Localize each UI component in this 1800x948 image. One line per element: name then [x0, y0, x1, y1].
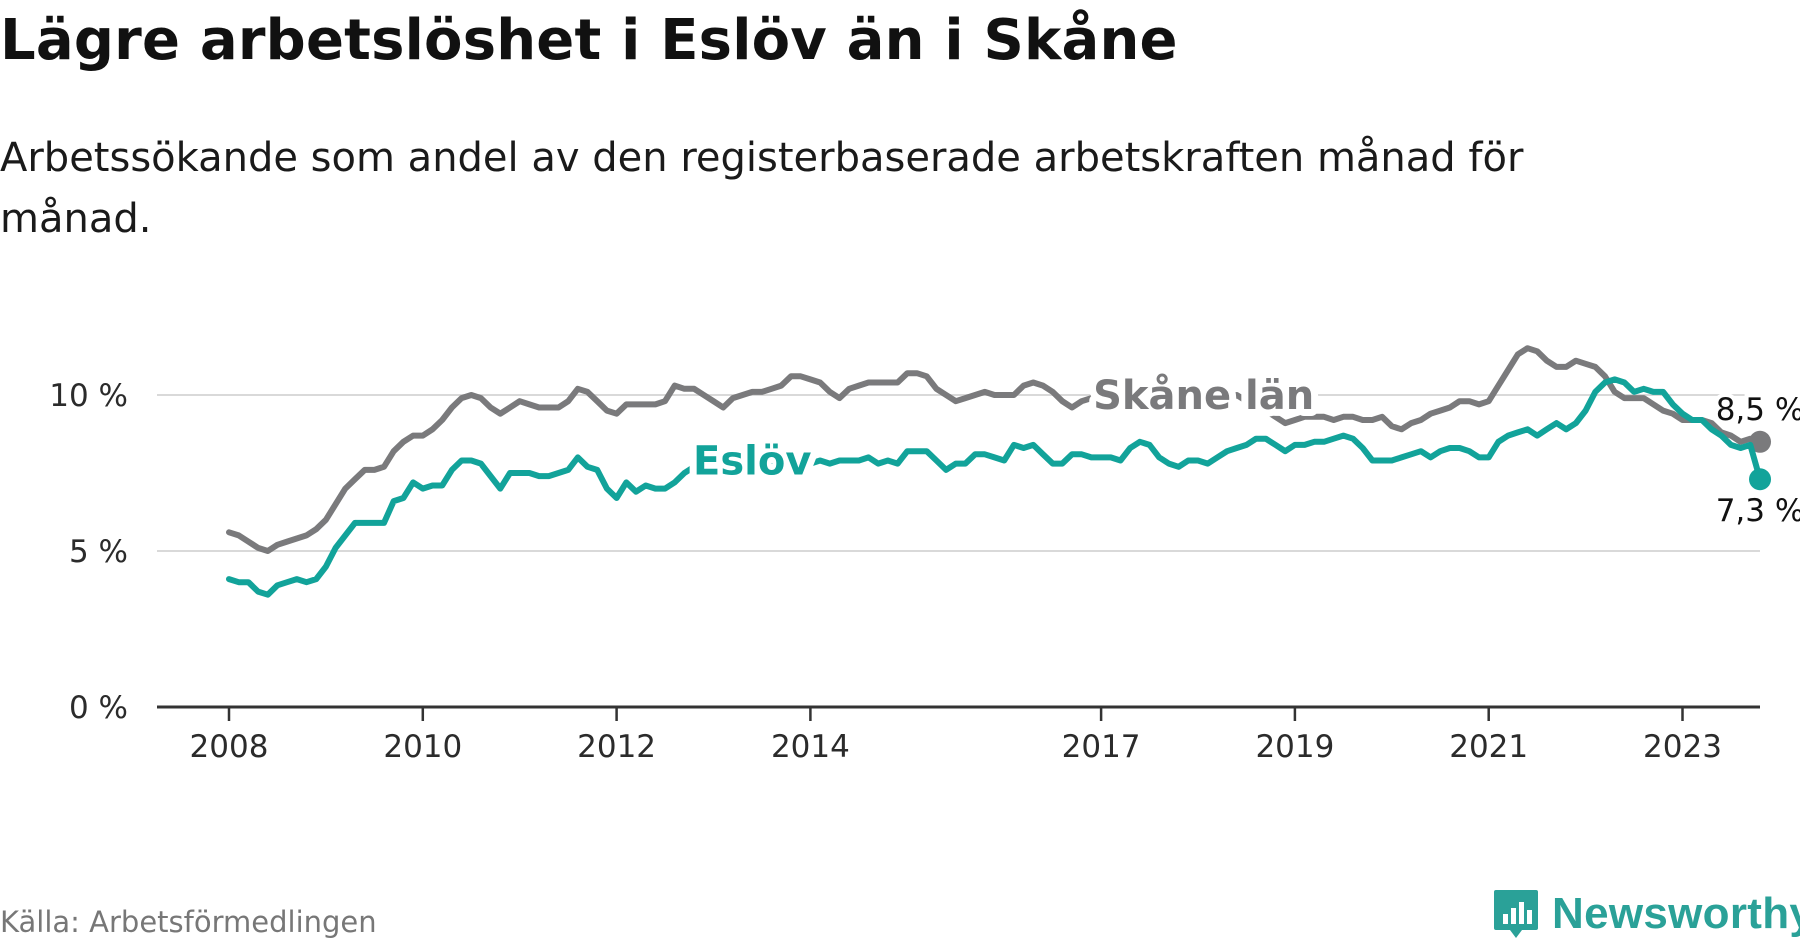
series-label-eslov: Eslöv — [693, 439, 811, 485]
x-tick-label: 2012 — [577, 729, 656, 765]
newsworthy-logo-icon — [1494, 890, 1538, 938]
y-tick-label: 10 % — [49, 378, 128, 414]
series-label-skane: Skåne län — [1093, 372, 1314, 419]
chart-subtitle: Arbetssökande som andel av den registerb… — [0, 135, 1524, 242]
series-end-point — [1749, 468, 1772, 491]
x-tick-label: 2008 — [190, 729, 269, 765]
x-tick-label: 2021 — [1449, 729, 1528, 765]
end-value-label-skane: 8,5 % — [1716, 392, 1800, 428]
chart-title: Lägre arbetslöshet i Eslöv än i Skåne — [0, 8, 1178, 73]
y-tick-label: 0 % — [69, 690, 128, 726]
x-tick-label: 2010 — [383, 729, 462, 765]
x-tick-label: 2023 — [1643, 729, 1722, 765]
series-end-point — [1749, 430, 1772, 453]
x-tick-label: 2019 — [1255, 729, 1334, 765]
brand-logo: Newsworthy — [1492, 888, 1800, 940]
x-tick-label: 2014 — [771, 729, 850, 765]
series-line-eslov — [226, 376, 1763, 598]
end-value-label-eslov: 7,3 % — [1716, 493, 1800, 529]
brand-name: Newsworthy — [1552, 889, 1800, 938]
y-tick-label: 5 % — [69, 534, 128, 570]
series-line-skane — [226, 345, 1763, 554]
x-tick-label: 2017 — [1062, 729, 1141, 765]
source-note: Källa: Arbetsförmedlingen — [0, 905, 377, 939]
